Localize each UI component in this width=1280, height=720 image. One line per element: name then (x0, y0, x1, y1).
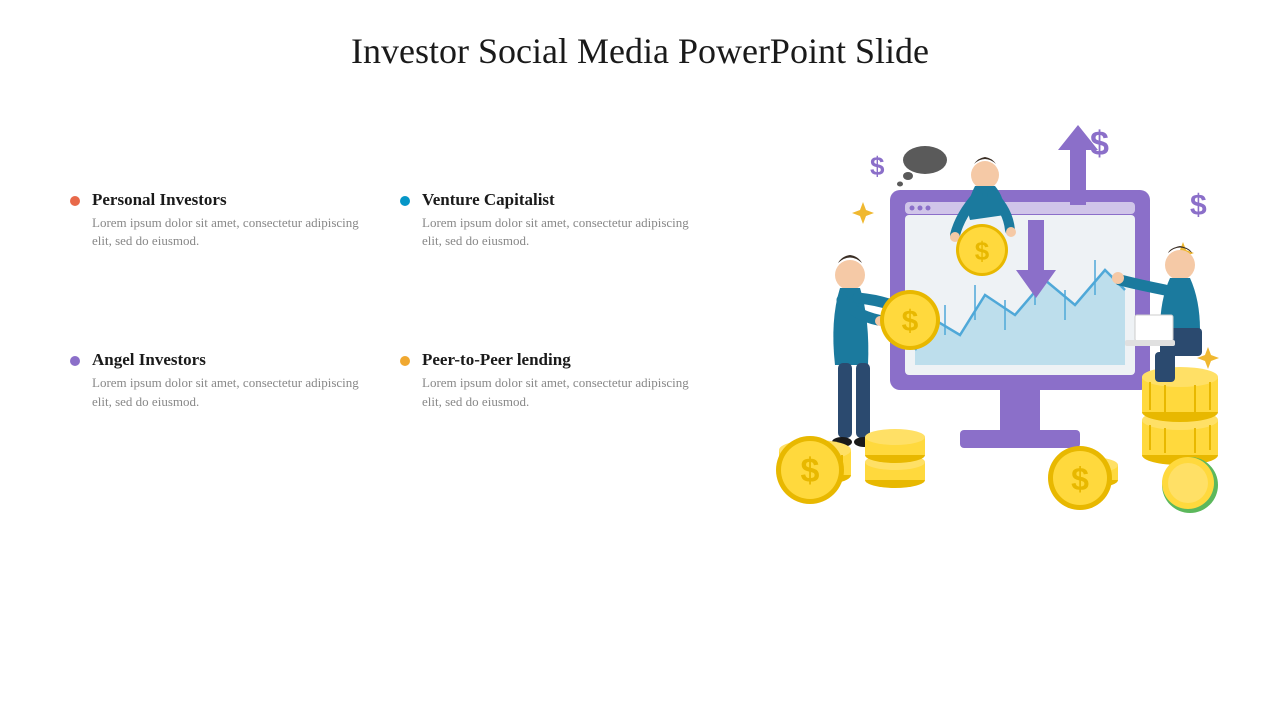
bullet-body: Lorem ipsum dolor sit amet, consectetur … (92, 374, 360, 410)
monitor-base-icon (960, 430, 1080, 448)
bullet-title: Angel Investors (92, 350, 360, 370)
bullet-body: Lorem ipsum dolor sit amet, consectetur … (92, 214, 360, 250)
bullet-dot-icon (400, 356, 410, 366)
slide-title: Investor Social Media PowerPoint Slide (0, 30, 1280, 72)
dollar-sign-icon: $ (1090, 125, 1109, 163)
coin-pile-right-icon (1142, 367, 1218, 465)
dollar-sign-icon: $ (870, 151, 885, 181)
dollar-sign-icon: $ (1190, 189, 1207, 222)
bullet-title: Venture Capitalist (422, 190, 690, 210)
bullet-title: Personal Investors (92, 190, 360, 210)
bullet-dot-icon (70, 196, 80, 206)
investment-illustration: $ $ $ (760, 120, 1240, 520)
svg-text:$: $ (1071, 461, 1089, 497)
bullet-content: Peer-to-Peer lending Lorem ipsum dolor s… (422, 350, 690, 410)
bullet-dot-icon (400, 196, 410, 206)
bullet-item: Venture Capitalist Lorem ipsum dolor sit… (400, 190, 690, 250)
bullet-body: Lorem ipsum dolor sit amet, consectetur … (422, 374, 690, 410)
speech-bubble-icon (903, 146, 947, 174)
bullet-content: Venture Capitalist Lorem ipsum dolor sit… (422, 190, 690, 250)
browser-bar-icon (905, 202, 1135, 214)
bullet-title: Peer-to-Peer lending (422, 350, 690, 370)
bullet-item: Personal Investors Lorem ipsum dolor sit… (70, 190, 360, 250)
bullet-dot-icon (70, 356, 80, 366)
bullets-grid: Personal Investors Lorem ipsum dolor sit… (70, 190, 690, 411)
bullet-item: Peer-to-Peer lending Lorem ipsum dolor s… (400, 350, 690, 410)
bullet-content: Angel Investors Lorem ipsum dolor sit am… (92, 350, 360, 410)
svg-text:$: $ (975, 236, 990, 266)
sparkle-icon (852, 202, 874, 224)
monitor-neck-icon (1000, 390, 1040, 430)
person-top-icon: $ (950, 157, 1016, 276)
bullet-content: Personal Investors Lorem ipsum dolor sit… (92, 190, 360, 250)
bullet-body: Lorem ipsum dolor sit amet, consectetur … (422, 214, 690, 250)
bullet-item: Angel Investors Lorem ipsum dolor sit am… (70, 350, 360, 410)
svg-text:$: $ (801, 452, 820, 490)
svg-text:$: $ (902, 305, 919, 338)
